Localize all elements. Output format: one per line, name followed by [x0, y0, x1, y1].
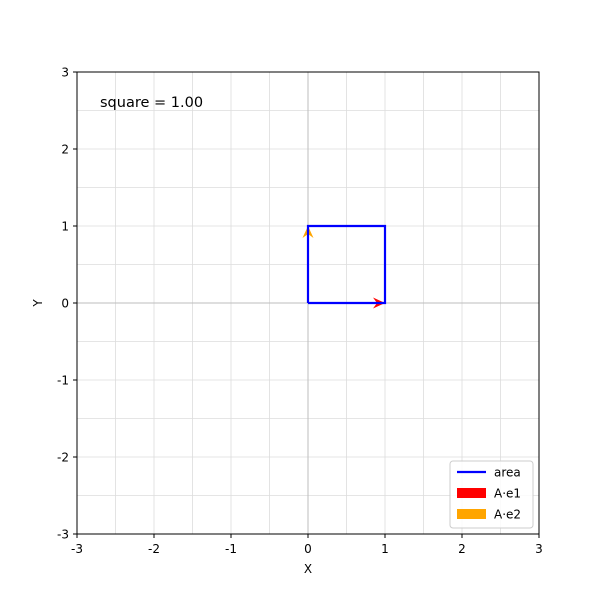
y-tick-label: 1: [61, 220, 69, 234]
legend-label: A·e2: [494, 508, 521, 522]
legend: area A·e1 A·e2: [449, 460, 534, 529]
y-tick-label: 3: [61, 66, 69, 80]
grid: [77, 72, 539, 534]
y-tick-label: -3: [57, 528, 69, 542]
x-tick-label: -3: [71, 542, 83, 556]
x-tick-label: 2: [458, 542, 466, 556]
x-tick-label: -2: [148, 542, 160, 556]
x-tick-label: 1: [381, 542, 389, 556]
y-axis-label: Y: [31, 299, 45, 308]
y-tick-label: -2: [57, 451, 69, 465]
square-annotation: square = 1.00: [100, 95, 203, 111]
x-tick-label: 0: [304, 542, 312, 556]
legend-label: A·e1: [494, 487, 521, 501]
legend-label: area: [494, 466, 521, 480]
area-square-outline: [306, 224, 387, 305]
plot-data: [302, 224, 387, 309]
y-tick-label: 0: [61, 297, 69, 311]
legend-patch-swatch: [457, 509, 486, 519]
y-tick-label: 2: [61, 143, 69, 157]
x-tick-label: -1: [225, 542, 237, 556]
legend-patch-swatch: [457, 488, 486, 498]
y-tick-label: -1: [57, 374, 69, 388]
ticks: -3 -2 -1 0 1 2 3 -3 -2 -1 0 1 2 3: [57, 66, 543, 557]
x-tick-label: 3: [535, 542, 543, 556]
x-axis-label: X: [304, 562, 312, 576]
